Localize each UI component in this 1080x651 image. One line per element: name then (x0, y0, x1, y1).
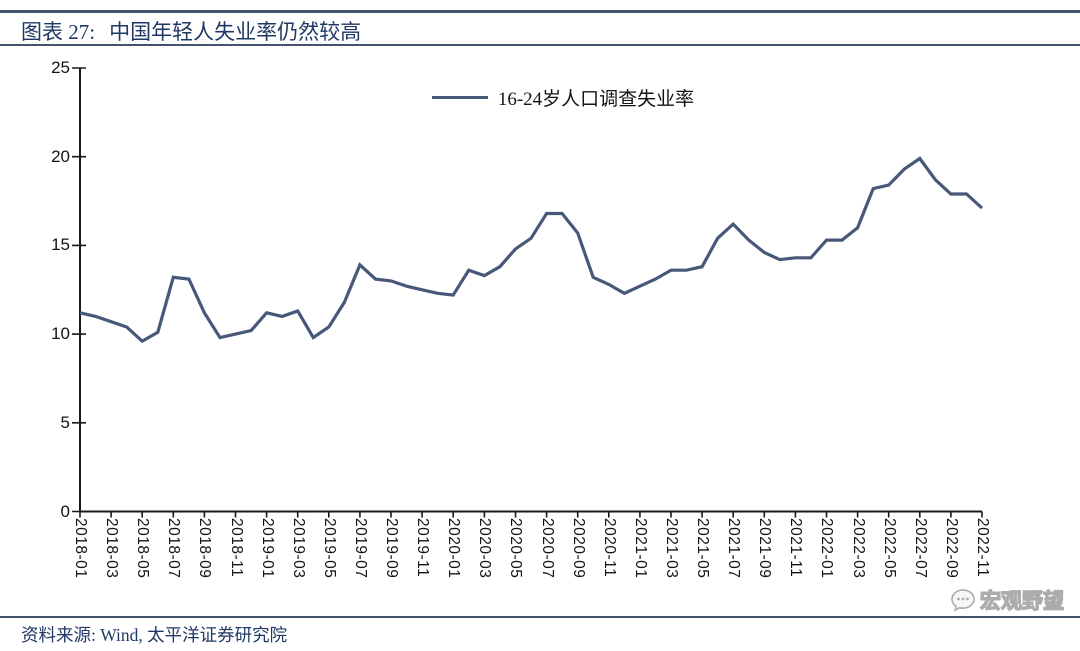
figure-number: 图表 27: (21, 20, 96, 44)
y-tick-label: 10 (51, 324, 70, 344)
axis-lines (79, 68, 982, 513)
chart-legend: 16-24岁人口调查失业率 (80, 84, 1014, 111)
x-tick-label: 2021-09 (756, 518, 774, 579)
x-tick-label: 2018-09 (196, 518, 214, 579)
bottom-border-rule (0, 616, 1080, 618)
x-tick-label: 2020-07 (538, 518, 556, 579)
x-tick-label: 2022-01 (818, 518, 836, 579)
unemployment-rate-line (79, 156, 984, 344)
x-tick-label: 2019-01 (258, 518, 276, 579)
x-tick-label: 2020-03 (476, 518, 494, 579)
y-tick-label: 20 (51, 146, 70, 166)
top-border-rule (0, 10, 1080, 13)
x-tick-label: 2020-09 (569, 518, 587, 579)
figure-title: 图表 27: 中国年轻人失业率仍然较高 (21, 16, 361, 46)
x-tick-label: 2019-07 (351, 518, 369, 579)
x-tick-label: 2022-03 (849, 518, 867, 579)
x-tick-label: 2022-09 (942, 518, 960, 579)
x-tick-label: 2020-01 (445, 518, 463, 579)
figure-title-text: 中国年轻人失业率仍然较高 (109, 20, 362, 44)
y-tick-label: 15 (51, 235, 70, 255)
x-tick-label: 2021-05 (694, 518, 712, 579)
y-tick-label: 5 (60, 412, 70, 432)
x-tick-label: 2019-03 (289, 518, 307, 579)
title-underline-rule (0, 44, 1080, 46)
speech-bubble-icon (951, 589, 975, 612)
y-tick-label: 0 (60, 501, 70, 521)
source-note: 资料来源: Wind, 太平洋证券研究院 (21, 625, 288, 645)
x-tick-label: 2018-01 (72, 518, 89, 579)
watermark-text: 宏观野望 (979, 589, 1064, 613)
x-tick-label: 2020-11 (600, 518, 618, 578)
legend-label: 16-24岁人口调查失业率 (497, 89, 695, 110)
x-tick-label: 2021-01 (631, 518, 649, 579)
x-tick-label: 2018-11 (227, 518, 245, 578)
x-tick-label: 2019-05 (320, 518, 338, 579)
x-tick-label: 2022-11 (974, 518, 992, 578)
y-tick-label: 25 (51, 58, 70, 77)
x-tick-label: 2019-09 (383, 518, 401, 579)
x-tick-label: 2021-07 (725, 518, 743, 579)
x-tick-label: 2021-11 (787, 518, 805, 578)
axis-ticks (72, 67, 983, 518)
x-tick-label: 2018-07 (165, 518, 183, 579)
legend-line-marker (431, 96, 488, 99)
x-tick-label: 2018-05 (134, 518, 152, 579)
watermark: 宏观野望 (950, 585, 1065, 615)
x-tick-label: 2019-11 (414, 518, 432, 578)
x-tick-label: 2022-05 (880, 518, 898, 579)
x-tick-label: 2018-03 (103, 518, 121, 579)
x-tick-label: 2022-07 (911, 518, 929, 579)
x-tick-label: 2020-05 (507, 518, 525, 579)
x-tick-label: 2021-03 (662, 518, 680, 579)
